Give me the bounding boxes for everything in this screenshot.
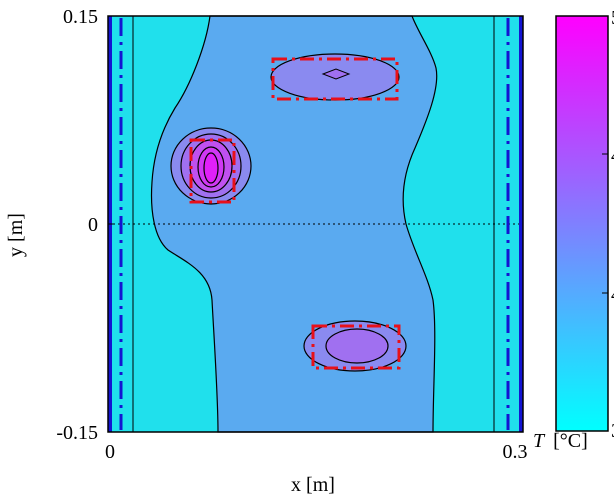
colorbar-tick-label-4: 3 — [611, 420, 614, 442]
colorbar — [555, 15, 609, 432]
hotspot-bottom-outline — [311, 324, 401, 370]
colorbar-label-unit: [°C] — [553, 430, 588, 452]
hotspot-bottom-inner — [325, 328, 389, 364]
y-tick-label-bottom: -0.15 — [56, 422, 98, 444]
hotspot-left-l5 — [203, 152, 219, 184]
y-tick-label-top: 0.15 — [63, 6, 98, 28]
colorbar-label-symbol: T — [533, 430, 546, 452]
hotspot-top-core — [321, 68, 351, 80]
colorbar-tick-label-2: 4 — [611, 145, 614, 167]
y-tick-label-mid: 0 — [88, 214, 98, 236]
hotspot-top-outline — [271, 57, 399, 101]
y-axis-label: y [m] — [5, 213, 27, 257]
x-tick-label-right: 0.3 — [503, 441, 528, 463]
colorbar-tick-label-1: 5 — [611, 7, 614, 29]
x-axis-label: x [m] — [291, 474, 335, 496]
hotspot-left-outline — [189, 138, 236, 204]
x-tick-label-left: 0 — [105, 441, 115, 463]
colorbar-tick-label-3: 4 — [611, 284, 614, 306]
colorbar-label: T [°C] — [533, 430, 588, 452]
